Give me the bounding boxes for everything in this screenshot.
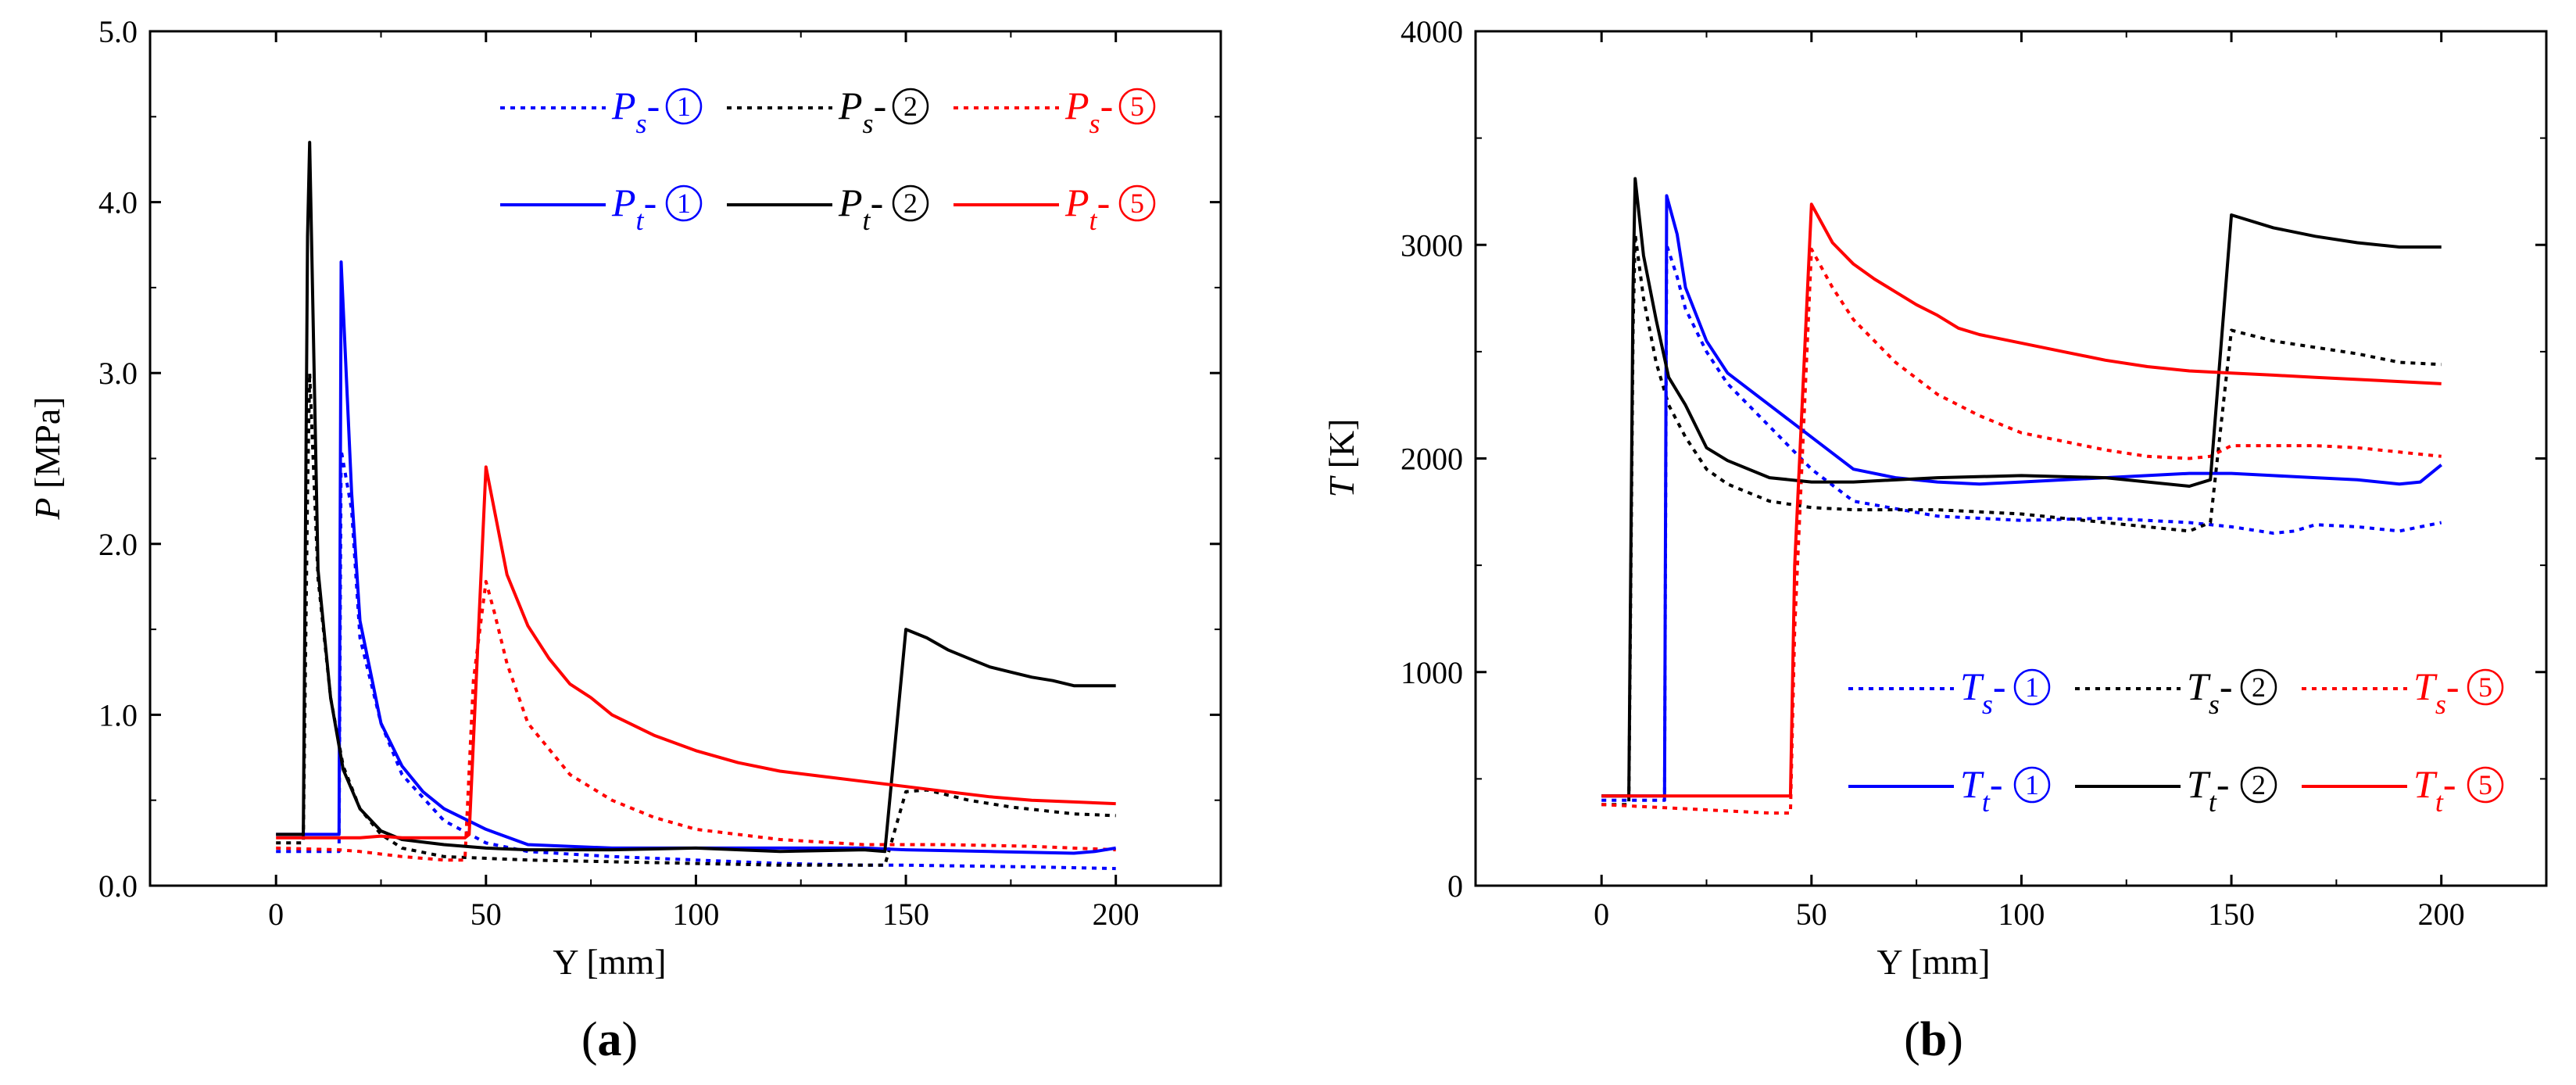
legend-label: Pt- <box>1064 181 1110 236</box>
legend-circle <box>2467 668 2504 706</box>
x-tick-label: 200 <box>1093 897 1140 932</box>
legend-label: Ts- <box>2413 664 2459 720</box>
legend-label: Pt- <box>611 181 657 236</box>
panel-letter: a <box>598 1013 622 1066</box>
panel-letter: b <box>1920 1013 1947 1066</box>
legend-label: Ts- <box>1960 664 2005 720</box>
plot-frame <box>1474 30 2548 887</box>
series-line-Pt-1 <box>276 260 1117 855</box>
y-tick-label: 3000 <box>1401 227 1463 263</box>
y-tick-label: 0 <box>1447 868 1463 904</box>
x-tick-label: 50 <box>1796 897 1827 932</box>
legend-circle-number: 2 <box>903 188 918 219</box>
series-line-Ps-2 <box>276 371 1116 867</box>
legend-circle <box>2013 766 2051 804</box>
legend-circle <box>2240 766 2277 804</box>
legend-circle <box>2467 766 2504 804</box>
legend-circle <box>665 184 703 222</box>
legend-circle <box>892 88 929 125</box>
legend-circle-number: 5 <box>2478 769 2492 800</box>
y-axis-variable: P <box>27 497 67 520</box>
series-line-Ts-2 <box>1601 232 2442 807</box>
legend-circle-number: 1 <box>677 91 691 122</box>
y-axis-unit: [MPa] <box>27 396 67 497</box>
legend-label: Ps- <box>1064 84 1113 139</box>
x-axis-label: Y [mm] <box>553 942 666 982</box>
x-tick-label: 150 <box>2208 897 2255 932</box>
y-tick-label: 2.0 <box>98 527 138 562</box>
legend-circle-number: 2 <box>2252 769 2266 800</box>
legend-label: Tt- <box>2187 762 2229 818</box>
legend-circle-number: 2 <box>903 91 918 122</box>
legend-circle <box>1118 88 1156 125</box>
legend-label: Pt- <box>838 181 883 236</box>
legend-circle-number: 5 <box>2478 671 2492 703</box>
legend-circle <box>2013 668 2051 706</box>
panel-a: 0 50 100 150 200 0.0 1.0 2.0 3.0 4.0 5.0 Y [mm] P [M… <box>27 14 1222 1066</box>
y-tick-label: 0.0 <box>98 868 138 904</box>
series-line-Ps-5 <box>276 579 1116 862</box>
x-tick-label: 100 <box>1998 897 2045 932</box>
y-tick-label: 5.0 <box>98 14 138 49</box>
legend: Ps- 1 Ps- 2 Ps- 5 Pt- 1 Pt- 2 Pt- 5 <box>500 84 1156 236</box>
legend-label: Tt- <box>2413 762 2456 818</box>
legend: Ts- 1 Ts- 2 Ts- 5 Tt- 1 Tt- 2 Tt- 5 <box>1848 664 2504 818</box>
legend-circle <box>1118 184 1156 222</box>
legend-circle <box>2240 668 2277 706</box>
legend-label: Ps- <box>611 84 660 139</box>
y-tick-label: 1000 <box>1401 655 1463 690</box>
x-axis-label: Y [mm] <box>1877 942 1990 982</box>
series-line-Pt-2 <box>276 141 1116 854</box>
series-line-Pt-5 <box>276 465 1116 840</box>
legend-circle-number: 1 <box>2025 671 2039 703</box>
panel-label: (a) <box>581 1013 638 1066</box>
y-tick-label: 4000 <box>1401 14 1463 49</box>
legend-circle-number: 5 <box>1130 188 1144 219</box>
legend-circle-number: 5 <box>1130 91 1144 122</box>
y-tick-label: 1.0 <box>98 697 138 732</box>
y-tick-label: 2000 <box>1401 442 1463 477</box>
x-tick-label: 50 <box>470 897 502 932</box>
x-tick-label: 150 <box>882 897 929 932</box>
x-tick-label: 100 <box>672 897 719 932</box>
x-tick-label: 0 <box>268 897 284 932</box>
legend-label: Ps- <box>838 84 886 139</box>
legend-label: Tt- <box>1960 762 2002 818</box>
y-axis-label: T [K] <box>1322 419 1361 498</box>
x-tick-label: 0 <box>1594 897 1609 932</box>
panel-label: (b) <box>1904 1013 1963 1066</box>
legend-circle-number: 1 <box>2025 769 2039 800</box>
x-tick-label: 200 <box>2418 897 2465 932</box>
legend-circle-number: 1 <box>677 188 691 219</box>
legend-circle-number: 2 <box>2252 671 2266 703</box>
legend-circle <box>665 88 703 125</box>
y-axis-variable: T <box>1322 474 1361 497</box>
series-line-Tt-2 <box>1601 177 2442 798</box>
series-line-Ps-1 <box>276 448 1116 871</box>
series-line-Ts-1 <box>1601 243 2442 802</box>
y-axis-label: P [MPa] <box>27 396 67 520</box>
y-tick-label: 3.0 <box>98 356 138 391</box>
series-line-Ts-5 <box>1601 247 2442 815</box>
legend-circle <box>892 184 929 222</box>
legend-label: Ts- <box>2187 664 2232 720</box>
series-line-Tt-1 <box>1601 194 2442 798</box>
y-axis-unit: [K] <box>1322 419 1361 478</box>
series-line-Tt-5 <box>1601 202 2442 798</box>
y-tick-label: 4.0 <box>98 185 138 220</box>
